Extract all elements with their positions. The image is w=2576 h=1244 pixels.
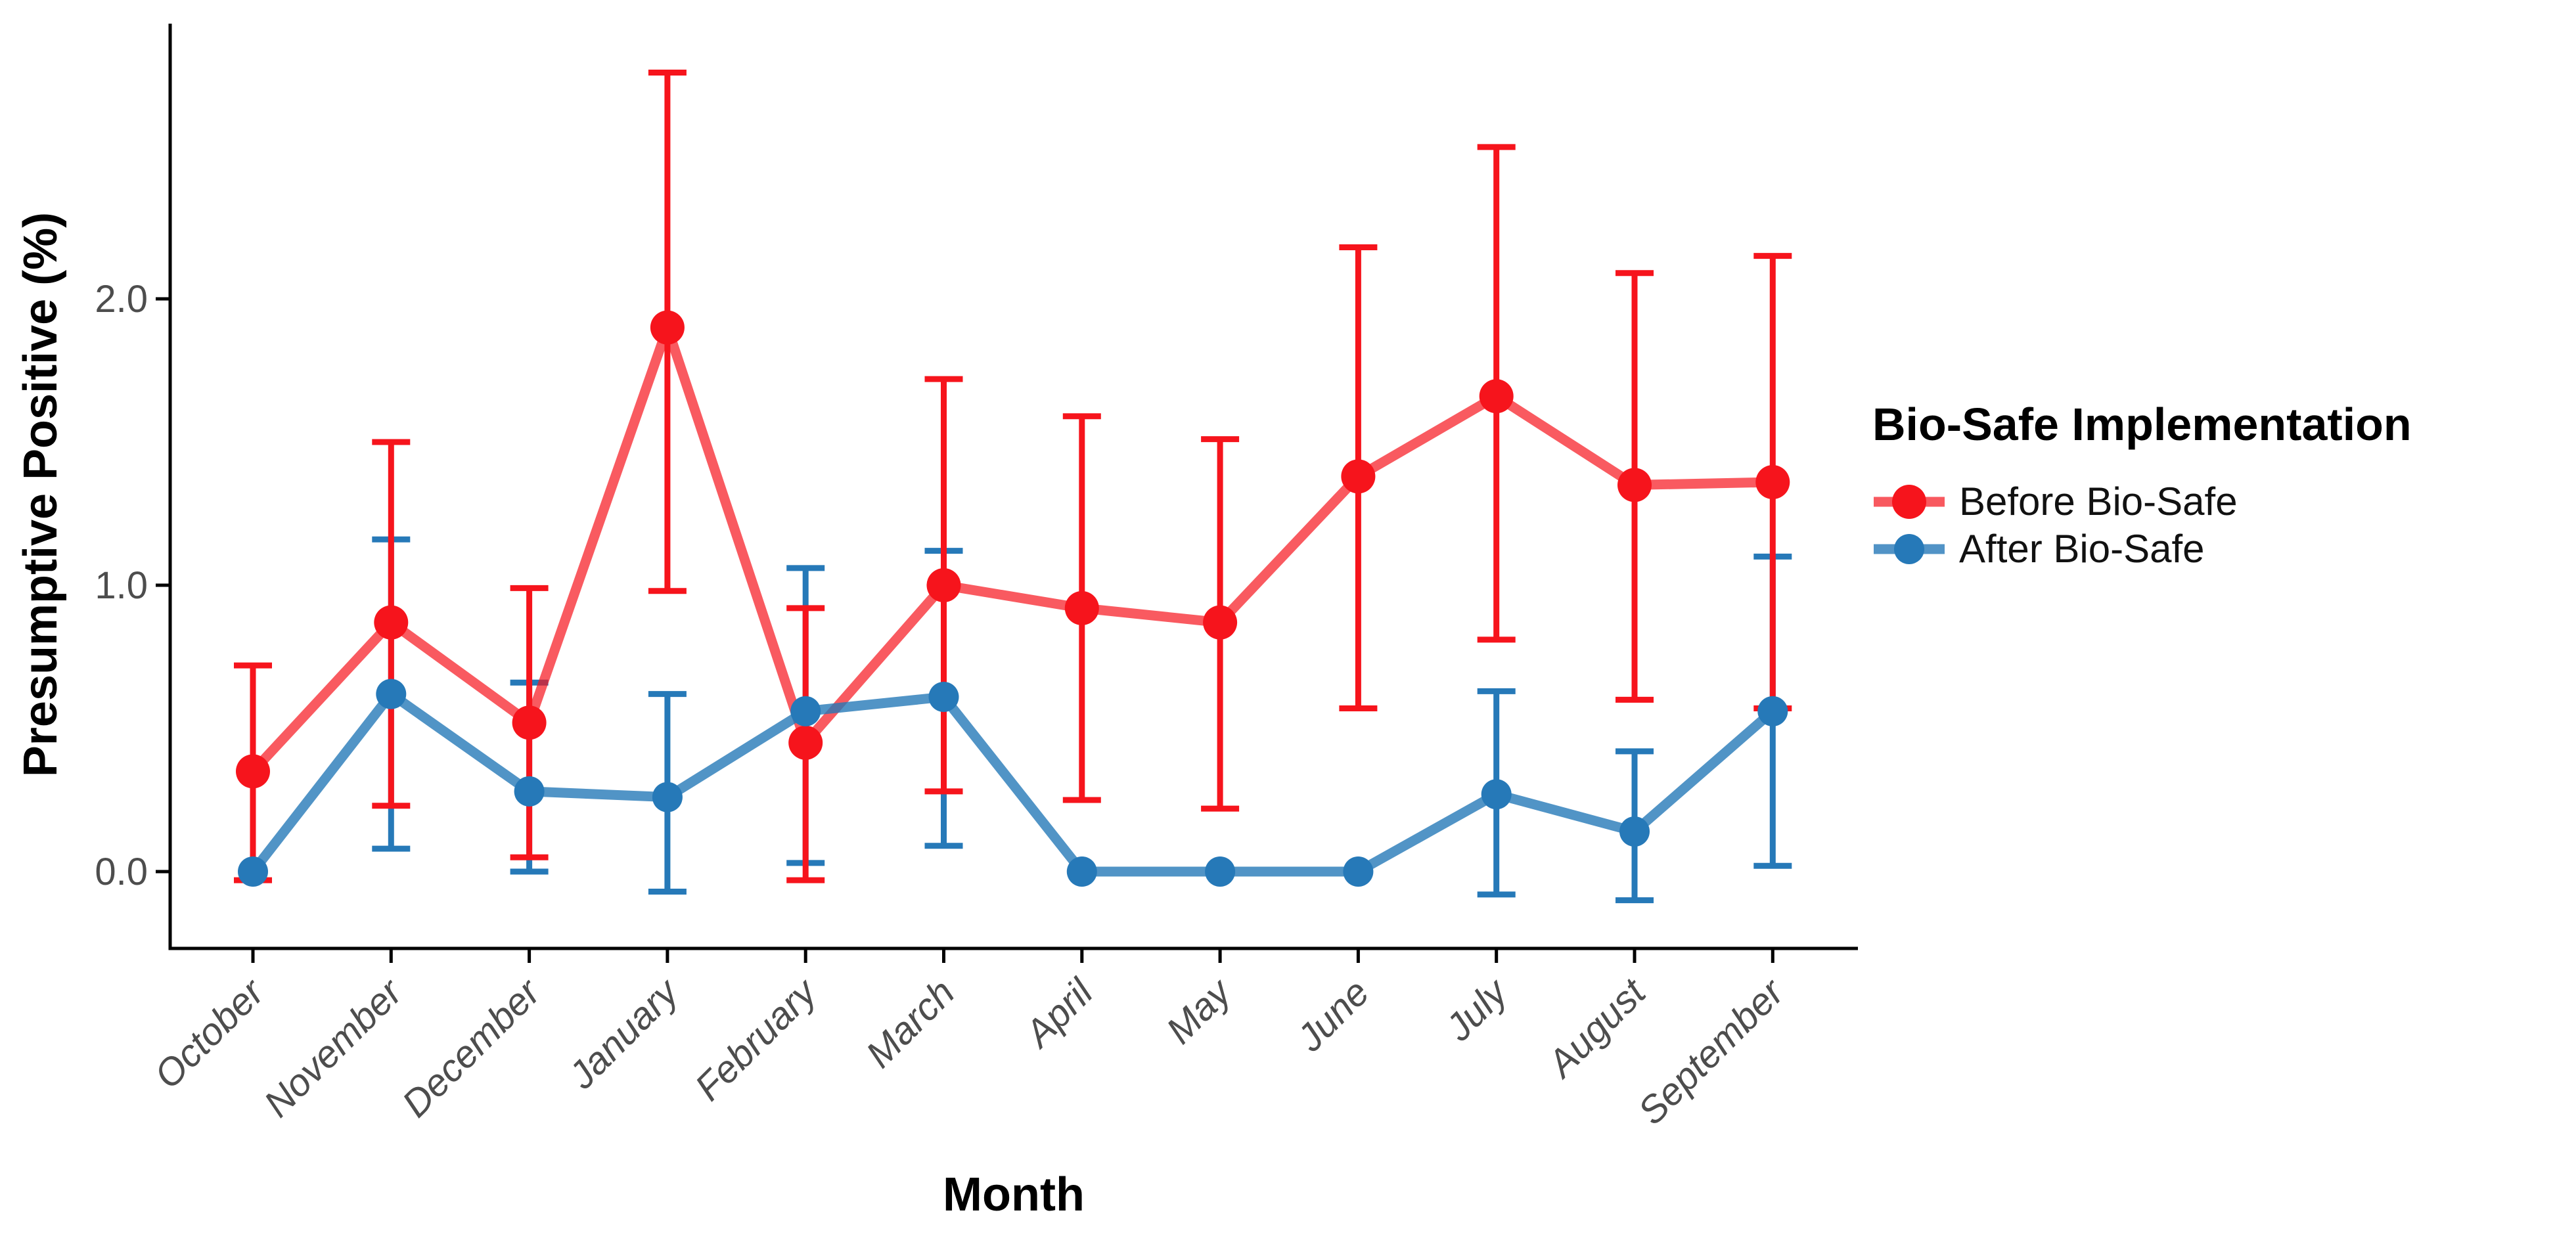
point-after-bio-safe-march [928, 682, 959, 713]
x-tick-label-september: September [1630, 969, 1793, 1132]
y-tick-label-0.0: 0.0 [95, 851, 148, 893]
point-before-bio-safe-april [1064, 590, 1099, 625]
point-after-bio-safe-august [1619, 816, 1650, 847]
x-tick-label-october: October [146, 969, 273, 1097]
x-tick-label-april: April [1016, 970, 1102, 1057]
legend-key-icon-before-bio-safe [1874, 485, 1945, 519]
x-tick-label-december: December [394, 969, 550, 1125]
point-after-bio-safe-april [1066, 856, 1097, 887]
x-tick-label-august: August [1538, 969, 1655, 1086]
x-tick-label-june: June [1288, 971, 1378, 1060]
point-before-bio-safe-august [1617, 468, 1652, 502]
line-before-bio-safe [248, 322, 1778, 776]
point-after-bio-safe-may [1205, 856, 1236, 887]
point-before-bio-safe-december [512, 705, 547, 740]
points-before-bio-safe [236, 310, 1790, 789]
point-before-bio-safe-september [1755, 465, 1790, 500]
point-before-bio-safe-july [1479, 379, 1514, 414]
y-axis-title: Presumptive Positive (%) [14, 211, 67, 778]
point-after-bio-safe-january [652, 782, 683, 812]
x-tick-label-february: February [687, 969, 826, 1109]
point-before-bio-safe-march [926, 568, 961, 602]
y-tick-label-1.0: 1.0 [95, 564, 148, 607]
point-after-bio-safe-july [1481, 779, 1512, 810]
point-before-bio-safe-june [1341, 459, 1376, 494]
legend-items: Before Bio-Safe After Bio-Safe [1872, 478, 2569, 573]
point-after-bio-safe-december [514, 776, 545, 807]
x-tick-label-march: March [858, 971, 963, 1076]
x-tick-label-july: July [1437, 969, 1517, 1050]
legend-item-after-bio-safe: After Bio-Safe [1872, 525, 2569, 573]
x-tick-label-november: November [256, 969, 411, 1125]
y-tick-label-2.0: 2.0 [95, 278, 148, 321]
legend-item-before-bio-safe: Before Bio-Safe [1872, 478, 2569, 525]
x-axis-title: Month [943, 1168, 1085, 1221]
point-after-bio-safe-february [790, 696, 821, 726]
legend-label-after-bio-safe: After Bio-Safe [1959, 527, 2205, 571]
point-after-bio-safe-june [1343, 856, 1374, 887]
point-before-bio-safe-october [236, 754, 270, 789]
point-after-bio-safe-october [238, 856, 268, 887]
legend: Bio-Safe Implementation Before Bio-Safe A… [1872, 397, 2569, 573]
line-after-bio-safe [248, 689, 1778, 877]
point-before-bio-safe-january [650, 310, 685, 345]
point-before-bio-safe-november [374, 605, 409, 640]
x-tick-label-may: May [1158, 969, 1241, 1052]
point-after-bio-safe-september [1757, 696, 1788, 726]
point-after-bio-safe-november [376, 678, 407, 709]
point-before-bio-safe-may [1203, 605, 1238, 640]
legend-key-icon-after-bio-safe [1874, 534, 1945, 564]
x-tick-label-january: January [560, 969, 689, 1098]
points-after-bio-safe [238, 678, 1788, 887]
legend-label-before-bio-safe: Before Bio-Safe [1959, 479, 2238, 523]
point-before-bio-safe-february [788, 725, 823, 760]
errorbars-before-bio-safe [234, 70, 1792, 883]
legend-title: Bio-Safe Implementation [1872, 399, 2412, 450]
